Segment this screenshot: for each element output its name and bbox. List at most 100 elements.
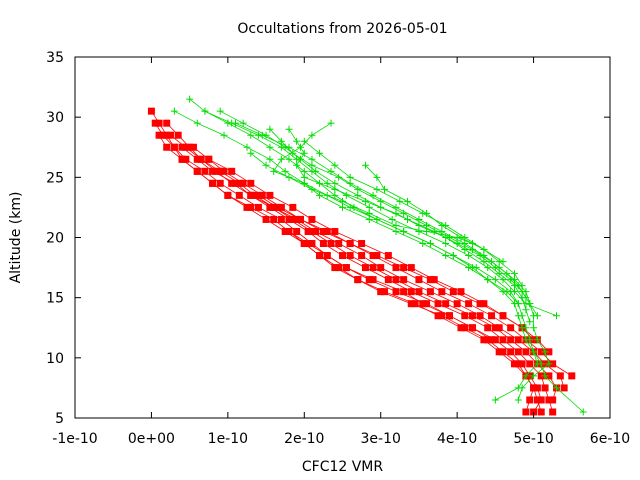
data-point — [300, 173, 308, 181]
data-point — [346, 252, 354, 260]
data-point — [377, 264, 385, 272]
data-point — [308, 131, 316, 139]
data-point — [331, 185, 339, 193]
data-point — [537, 348, 545, 356]
data-point — [281, 227, 289, 235]
data-point — [323, 227, 331, 235]
data-point — [533, 360, 541, 368]
data-point — [533, 396, 541, 404]
data-point — [285, 155, 293, 163]
data-point — [304, 227, 312, 235]
data-point — [266, 155, 274, 163]
data-point — [159, 131, 167, 139]
data-point — [182, 143, 190, 151]
data-point — [468, 324, 476, 332]
data-point — [526, 360, 534, 368]
x-tick-label: 5e-10 — [513, 431, 553, 447]
data-point — [537, 408, 545, 416]
data-point — [491, 276, 499, 284]
data-point — [549, 408, 557, 416]
data-point — [553, 384, 560, 392]
data-point — [392, 221, 400, 229]
data-point — [193, 119, 201, 127]
data-point — [553, 312, 560, 320]
data-point — [369, 264, 377, 272]
data-point — [266, 143, 274, 151]
data-point — [285, 125, 293, 133]
data-point — [377, 197, 385, 205]
data-point — [289, 149, 297, 157]
data-point — [407, 288, 415, 296]
y-tick-label: 5 — [55, 411, 64, 427]
data-point — [232, 179, 239, 187]
data-point — [270, 203, 278, 211]
x-tick-label: 6e-10 — [590, 431, 630, 447]
data-point — [335, 240, 343, 248]
data-point — [488, 312, 496, 320]
data-point — [339, 203, 346, 211]
data-point — [510, 360, 518, 368]
data-point — [400, 288, 408, 296]
data-point — [216, 179, 224, 187]
data-point — [331, 191, 339, 199]
data-point — [228, 179, 236, 187]
data-point — [480, 336, 488, 344]
data-point — [369, 276, 377, 284]
data-point — [568, 372, 576, 380]
data-point — [163, 131, 171, 139]
data-point — [541, 372, 549, 380]
data-point — [545, 348, 553, 356]
data-point — [247, 191, 255, 199]
x-tick-label: 1e-10 — [208, 431, 248, 447]
data-point — [193, 155, 201, 163]
data-point — [277, 155, 285, 163]
data-point — [426, 288, 434, 296]
series-1 — [170, 95, 587, 416]
data-point — [189, 143, 197, 151]
data-point — [155, 119, 163, 127]
data-point — [373, 185, 381, 193]
data-point — [212, 167, 220, 175]
data-point — [514, 396, 522, 404]
data-point — [308, 155, 316, 163]
data-point — [358, 240, 366, 248]
data-point — [442, 252, 450, 260]
data-point — [530, 336, 538, 344]
data-point — [518, 324, 526, 332]
y-tick-label: 20 — [46, 231, 64, 247]
data-point — [468, 246, 476, 254]
data-point — [400, 276, 408, 284]
data-point — [526, 396, 534, 404]
data-point — [197, 155, 205, 163]
data-point — [361, 197, 369, 205]
data-point — [262, 161, 270, 169]
data-point — [254, 191, 262, 199]
data-point — [300, 240, 308, 248]
data-point — [495, 324, 503, 332]
data-point — [319, 227, 327, 235]
data-point — [488, 258, 496, 266]
data-point — [442, 300, 450, 308]
data-point — [365, 203, 373, 211]
data-point — [560, 384, 568, 392]
data-point — [232, 119, 239, 127]
data-point — [254, 203, 262, 211]
data-point — [491, 396, 499, 404]
data-point — [419, 300, 427, 308]
data-point — [182, 155, 190, 163]
data-point — [316, 252, 324, 260]
data-point — [438, 288, 446, 296]
series-line — [304, 140, 523, 286]
series-line — [250, 152, 473, 244]
y-tick-label: 30 — [46, 110, 64, 126]
data-point — [530, 324, 538, 332]
data-point — [304, 240, 312, 248]
data-point — [530, 372, 538, 380]
data-point — [170, 107, 178, 115]
data-point — [457, 324, 465, 332]
data-point — [537, 372, 545, 380]
data-point — [220, 167, 228, 175]
data-point — [316, 149, 324, 157]
data-point — [484, 264, 492, 272]
data-point — [415, 276, 423, 284]
